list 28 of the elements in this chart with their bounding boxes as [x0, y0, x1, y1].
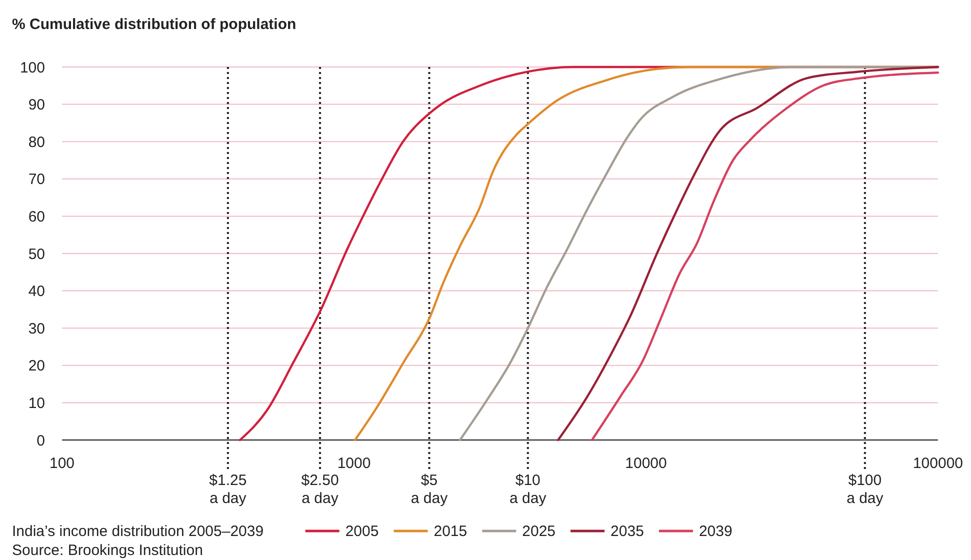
y-tick-label: 100 [20, 59, 45, 76]
x-tick-label: 100 [49, 455, 75, 472]
ref-line-label: $100 a day [846, 472, 884, 507]
chart-title: % Cumulative distribution of population [12, 16, 296, 33]
ref-line-label: $5 a day [410, 472, 448, 507]
y-tick-label: 40 [28, 283, 45, 300]
legend-label: 2025 [522, 523, 556, 540]
legend-label: 2005 [345, 523, 379, 540]
legend-label: 2015 [434, 523, 468, 540]
y-tick-label: 30 [28, 320, 45, 338]
legend-label: 2039 [698, 523, 732, 540]
x-tick-label: 1000 [337, 455, 371, 472]
ref-line-label: $10 a day [510, 472, 547, 507]
x-tick-label: 10000 [625, 455, 667, 472]
x-tick-label: 100000 [912, 455, 964, 472]
ref-line-label: $2.50 a day [301, 472, 339, 507]
y-tick-label: 50 [28, 246, 45, 263]
y-tick-label: 80 [28, 134, 45, 151]
y-tick-label: 0 [36, 432, 45, 450]
y-tick-label: 90 [28, 96, 45, 114]
legend-label: 2035 [610, 523, 644, 540]
y-tick-label: 10 [28, 394, 45, 412]
y-tick-label: 60 [28, 208, 45, 226]
y-tick-label: 20 [28, 358, 45, 375]
legend-title: India’s income distribution 2005–2039 [12, 523, 264, 540]
ref-line-label: $1.25 a day [209, 472, 247, 507]
y-tick-label: 70 [28, 171, 45, 188]
source-note: Source: Brookings Institution [12, 542, 203, 559]
